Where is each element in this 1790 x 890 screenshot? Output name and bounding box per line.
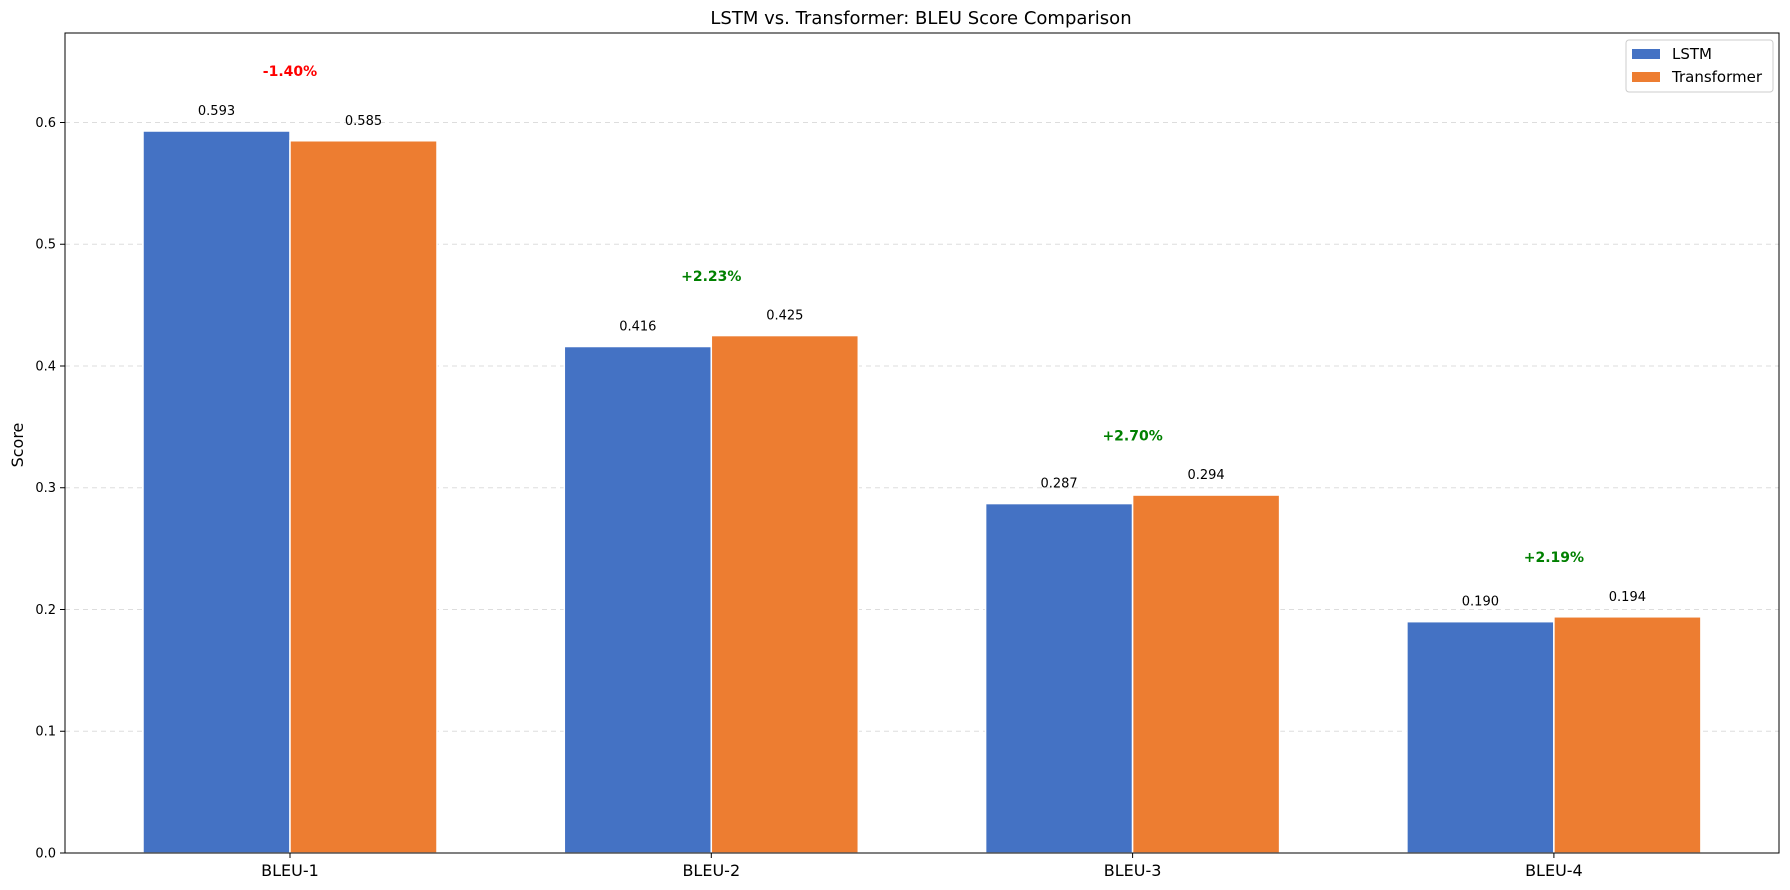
transformer-bar (1131, 494, 1281, 854)
x-tick-label: BLEU-3 (1104, 861, 1162, 880)
transformer-bar (710, 334, 860, 854)
x-tick-label: BLEU-2 (682, 861, 740, 880)
axes: 0.0 0.1 0.2 0.3 0.4 0.5 0.6 BLEU-1 BLEU-2 BLEU-3 B… (35, 32, 1780, 880)
bar-value-label: 0.425 (766, 309, 803, 324)
y-tick-label: 0.5 (35, 238, 56, 253)
y-tick-label: 0.0 (35, 847, 56, 862)
legend-box (1625, 39, 1774, 93)
y-tick-label: 0.1 (35, 725, 56, 740)
bar-value-label: 0.190 (1462, 595, 1499, 610)
legend-swatch (1632, 72, 1660, 82)
y-tick-label: 0.6 (35, 116, 56, 131)
lstm-bar (142, 130, 291, 854)
bar-value-label: 0.287 (1040, 477, 1077, 492)
chart-title: LSTM vs. Transformer: BLEU Score Compari… (710, 8, 1131, 29)
bar-value-label: 0.294 (1187, 468, 1224, 483)
gridlines (65, 121, 1779, 732)
lstm-bar (984, 502, 1134, 854)
y-axis-label: Score (8, 423, 27, 468)
y-tick-label: 0.3 (35, 481, 56, 496)
bar-value-label: 0.593 (198, 104, 235, 119)
plot-frame (64, 32, 1780, 854)
lstm-bar (1406, 620, 1555, 854)
change-annotation: +2.19% (1524, 550, 1584, 566)
lstm-bar (563, 345, 713, 854)
change-annotation: -1.40% (263, 64, 317, 80)
bar-value-label: 0.194 (1609, 590, 1646, 605)
y-tick-label: 0.2 (35, 603, 56, 618)
x-tick-label: BLEU-4 (1525, 861, 1583, 880)
y-tick-label: 0.4 (35, 359, 56, 374)
legend: LSTM Transformer (1625, 39, 1774, 93)
change-annotation: +2.23% (681, 269, 741, 285)
transformer-bar (289, 140, 438, 854)
legend-label: LSTM (1672, 45, 1712, 63)
bar-value-label: 0.585 (345, 114, 382, 129)
bars (142, 130, 1702, 854)
transformer-bar (1553, 616, 1702, 854)
x-tick-label: BLEU-1 (261, 861, 319, 880)
legend-label: Transformer (1671, 68, 1763, 86)
bar-value-label: 0.416 (619, 320, 656, 335)
data-labels: 0.593 0.416 0.287 0.190 0.585 0.425 0.294 0.194… (198, 64, 1646, 609)
legend-swatch (1632, 49, 1660, 59)
change-annotation: +2.70% (1102, 428, 1162, 444)
